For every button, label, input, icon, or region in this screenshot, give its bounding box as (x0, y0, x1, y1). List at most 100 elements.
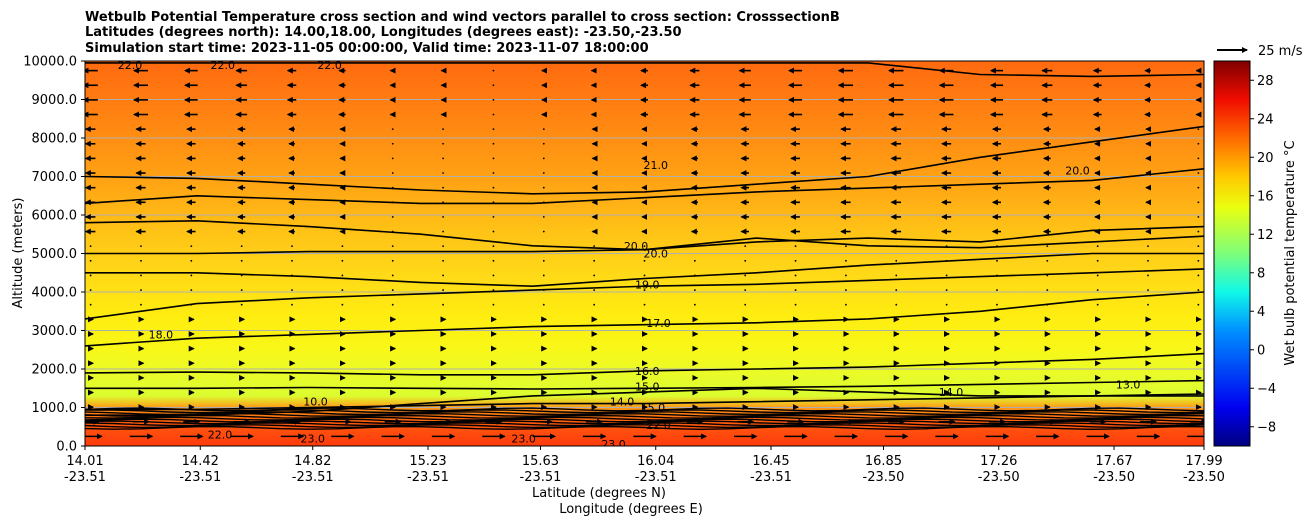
x-tick-label-lat: 14.01 (66, 454, 103, 469)
x-tick-label-lat: 16.85 (865, 454, 902, 469)
wind-vector-dot (794, 303, 797, 306)
y-tick-label: 10000.0 (23, 55, 77, 70)
wind-vector-dot (744, 259, 747, 262)
wind-vector-dot (190, 259, 193, 262)
wind-vector-dot (492, 113, 495, 116)
wind-vector-dot (492, 186, 495, 189)
contour-line-inversion (85, 416, 1204, 421)
contour-label: 19.0 (635, 278, 660, 291)
colorbar-tick-label: −4 (1257, 382, 1276, 397)
wind-vector-dot (794, 289, 797, 291)
contour-label: 22.0 (118, 59, 143, 72)
wind-vector-dot (542, 142, 545, 145)
wind-vector-dot (341, 259, 344, 262)
plot-area: 22.0 22.0 22.021.0 20.020.020.019.018.017.0… (84, 59, 1205, 451)
wind-vector-dot (492, 128, 495, 131)
contour-line (85, 252, 1204, 288)
wind-vector-dot (593, 289, 596, 291)
wind-vector-dot (643, 259, 646, 262)
wind-vector-dot (643, 303, 646, 306)
x-tick-label-lat: 17.26 (980, 454, 1017, 469)
wind-vector-dot (492, 157, 495, 160)
colorbar: 28 24 20 16 12 8 4 0 −4 −8 Wet bulb potential tem… (1213, 60, 1298, 447)
wind-vector-dot (996, 289, 998, 291)
contour-label: 15.0 (641, 402, 666, 415)
x-tick-label-lon: -23.50 (1183, 470, 1225, 485)
wind-vector-dot (996, 259, 998, 262)
wind-vector-dot (140, 245, 142, 248)
contour-line (85, 62, 1204, 78)
wind-vector-dot (1096, 274, 1099, 277)
wind-vector-dot (593, 245, 596, 248)
wind-vector-dot (1096, 259, 1099, 262)
wind-vector-dot (442, 230, 444, 233)
wind-vector-dot (794, 259, 797, 262)
contour-line-inversion (85, 424, 1204, 429)
wind-vector-dot (643, 289, 646, 291)
x-tick-label-lon: -23.51 (635, 470, 677, 485)
wind-vector-dot (542, 289, 545, 291)
x-tick-label-lon: -23.50 (863, 470, 905, 485)
contour-label: 16.0 (635, 365, 660, 378)
title-line-3: Simulation start time: 2023-11-05 00:00:… (85, 41, 649, 56)
contour-line-inversion (85, 411, 1204, 416)
wind-vector-dot (442, 186, 444, 189)
wind-vector-dot (693, 289, 696, 291)
wind-vector-dot (442, 303, 444, 306)
wind-vector-dot (492, 245, 495, 248)
wind-vector-dot (140, 303, 142, 306)
colorbar-tick-label: 8 (1257, 266, 1265, 281)
wind-vector-dot (693, 245, 696, 248)
chart-title: Wetbulb Potential Temperature cross sect… (85, 10, 840, 56)
wind-vector-dot (341, 289, 344, 291)
colorbar-tick-label: 12 (1257, 228, 1274, 243)
wind-vector-dot (542, 303, 545, 306)
wind-vector-dot (391, 259, 394, 262)
wind-vector-dot (845, 303, 847, 306)
wind-vector-dot (643, 245, 646, 248)
contour-label: 17.0 (646, 317, 671, 330)
wind-vector-dot (945, 259, 948, 262)
wind-vector-dot (693, 303, 696, 306)
contour-label: 23.0 (601, 438, 626, 451)
wind-vector-dot (895, 245, 898, 248)
contour-label: 20.0 (1065, 165, 1090, 178)
wind-vector-dot (1046, 274, 1049, 277)
wind-vector-dot (744, 289, 747, 291)
wind-vector-dot (643, 274, 646, 277)
wind-vector-dot (693, 274, 696, 277)
wind-vector-dot (492, 98, 495, 101)
wind-vector-dot (391, 157, 394, 160)
wind-vector-dot (1046, 245, 1049, 248)
wind-vector-dot (391, 245, 394, 248)
wind-vector-dot (895, 259, 898, 262)
wind-vector-dot (190, 274, 193, 277)
wind-vector-dot (1197, 216, 1200, 218)
wind-vector-dot (945, 289, 948, 291)
x-tick-label-lon: -23.51 (179, 470, 221, 485)
wind-vector-dot (442, 245, 444, 248)
wind-vector-dot (341, 274, 344, 277)
wind-vector-dot (492, 289, 495, 291)
wind-vector-dot (1197, 259, 1200, 262)
wind-vector-dot (1197, 289, 1200, 291)
wind-vector-dot (1197, 142, 1200, 145)
wind-vector-dot (190, 289, 193, 291)
x-tick-label-lon: -23.51 (520, 470, 562, 485)
wind-vector-dot (542, 274, 545, 277)
wind-vector-dot (240, 303, 243, 306)
wind-vector-dot (492, 303, 495, 306)
quiver-key: 25 m/s (1217, 44, 1303, 59)
x-tick-label-lon: -23.51 (750, 470, 792, 485)
contour-label: 20.0 (643, 248, 668, 261)
colorbar-tick-label: 20 (1257, 151, 1274, 166)
wind-vector-dot (391, 216, 394, 218)
wind-vector-dot (391, 289, 394, 291)
wind-vector-dot (542, 157, 545, 160)
y-tick-label: 1000.0 (32, 401, 78, 416)
wind-vector-dot (845, 274, 847, 277)
contour-line (85, 168, 1204, 205)
x-tick-label-lat: 16.04 (637, 454, 674, 469)
wind-vector-dot (291, 303, 293, 306)
wind-vector-dot (391, 128, 394, 131)
